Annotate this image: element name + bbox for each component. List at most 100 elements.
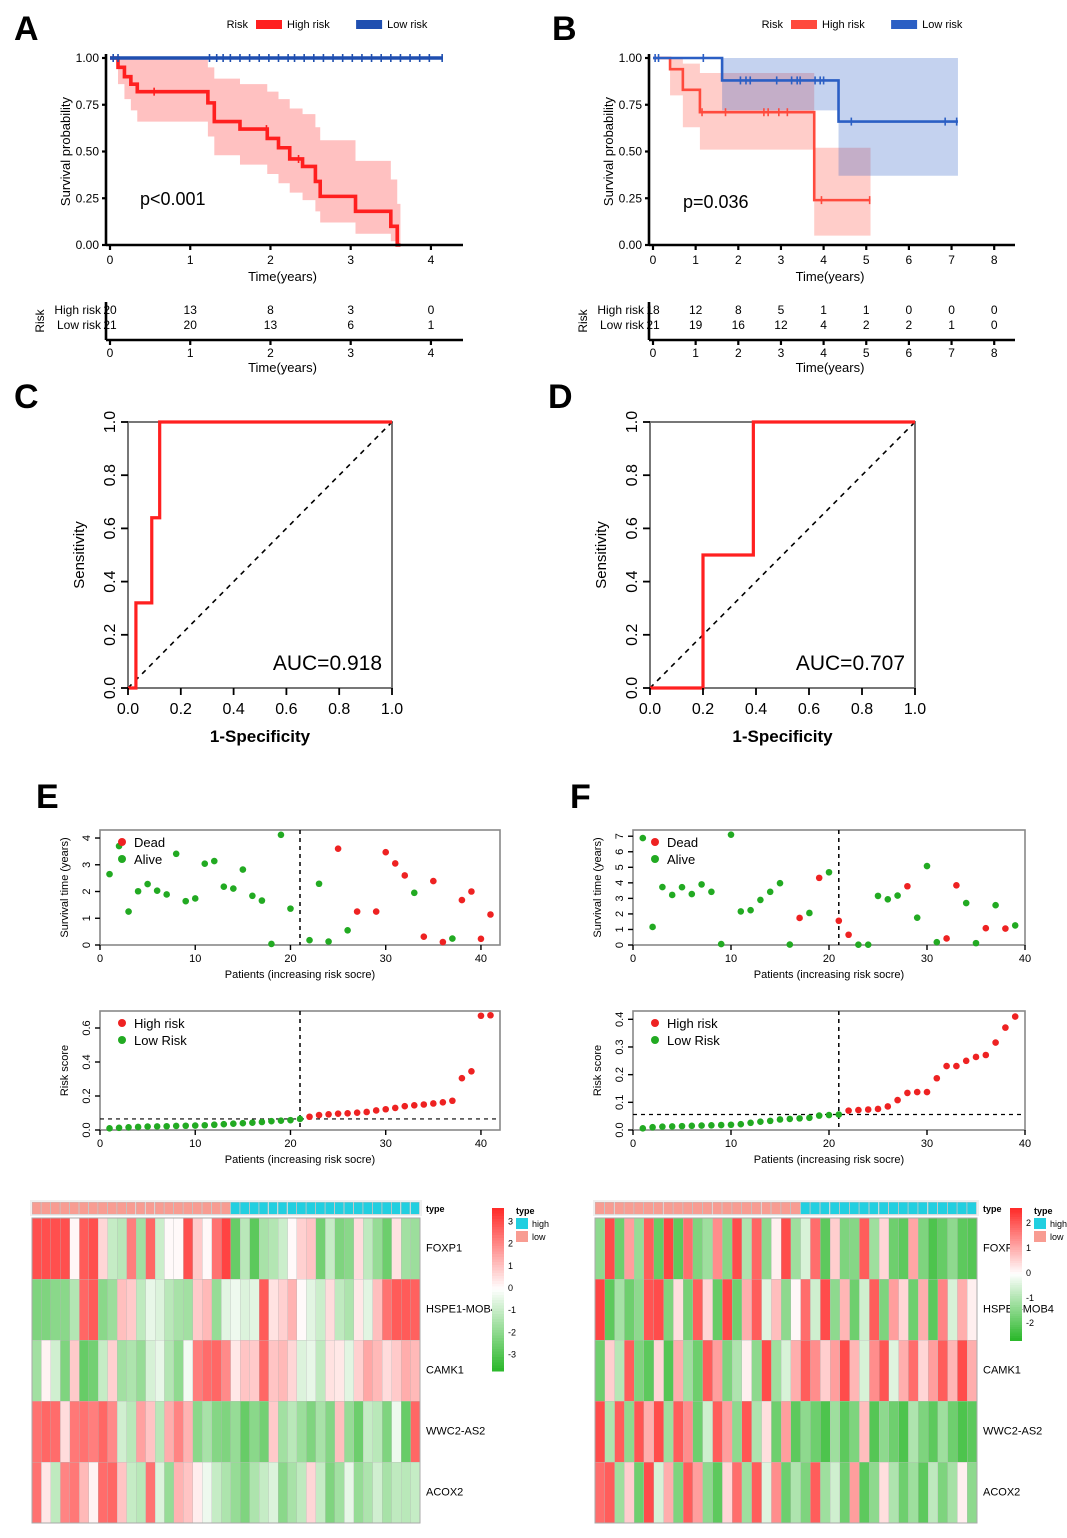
heatmap-colorbar-segment — [492, 1289, 504, 1293]
heatmap-cell — [604, 1339, 616, 1402]
scatter-legend-dot-0 — [118, 838, 126, 846]
heatmap-cell — [957, 1461, 968, 1524]
heatmap-colorbar-segment — [492, 1294, 504, 1299]
scatter-point-low-risk — [230, 1120, 237, 1128]
heatmap-cell — [277, 1217, 288, 1280]
heatmap-cell — [663, 1339, 674, 1402]
heatmap-cell — [400, 1278, 412, 1341]
heatmap-cell — [888, 1339, 900, 1402]
heatmap-colorbar-segment — [492, 1275, 504, 1280]
heatmap-gene-label: ACOX2 — [983, 1487, 1020, 1499]
heatmap-cell — [810, 1461, 821, 1524]
heatmap-cell — [712, 1217, 723, 1280]
scatter-legend-label-0: Dead — [134, 835, 165, 850]
heatmap-cell — [277, 1339, 288, 1402]
km-curve-high-risk — [653, 56, 871, 202]
heatmap-cell — [116, 1217, 128, 1280]
scatter-point-alive — [913, 914, 921, 921]
risk-table-count: 13 — [184, 303, 198, 317]
heatmap-cell — [50, 1461, 61, 1524]
heatmap-cell — [908, 1339, 919, 1402]
heatmap-cell — [135, 1278, 147, 1341]
heatmap-annotation-cell — [268, 1201, 278, 1215]
km-x-ticklabel: 2 — [735, 253, 742, 267]
heatmap-cell — [391, 1461, 402, 1524]
scatter-x-ticklabel: 30 — [380, 953, 392, 965]
heatmap-cell — [325, 1217, 336, 1280]
heatmap-cell — [957, 1339, 968, 1402]
heatmap-cell — [249, 1278, 260, 1341]
scatter-point-dead — [835, 917, 843, 925]
heatmap-cell — [268, 1217, 279, 1280]
risk-table-x-ticklabel: 5 — [863, 346, 870, 360]
heatmap-cell — [211, 1400, 222, 1463]
heatmap-colorbar-ticklabel: -3 — [508, 1350, 516, 1360]
km-legend-label-1: Low risk — [387, 19, 428, 31]
heatmap-colorbar-segment — [1010, 1298, 1022, 1302]
scatter-point-low-risk — [239, 1119, 247, 1127]
heatmap-cell — [751, 1339, 762, 1402]
heatmap-annotation-cell — [88, 1201, 98, 1215]
heatmap-cell — [722, 1278, 733, 1341]
heatmap-cell — [967, 1339, 978, 1402]
heatmap-cell — [277, 1461, 288, 1524]
heatmap-colorbar-segment — [492, 1308, 504, 1312]
heatmap-legend-label-high: high — [1050, 1219, 1067, 1229]
scatter-point-low-risk — [277, 1117, 285, 1124]
scatter-point-alive — [698, 881, 705, 888]
heatmap-cell — [287, 1217, 298, 1280]
heatmap-cell — [202, 1461, 213, 1524]
heatmap-cell — [878, 1461, 890, 1524]
heatmap-cell — [937, 1339, 949, 1402]
km-x-axis-label: Time(years) — [248, 269, 317, 284]
heatmap-annotation-cell — [771, 1201, 781, 1215]
heatmap-cell — [761, 1278, 772, 1341]
heatmap-colorbar-segment — [1010, 1331, 1022, 1335]
scatter-point-low-risk — [786, 1115, 794, 1123]
heatmap-cell — [88, 1217, 99, 1280]
heatmap-cell — [810, 1400, 821, 1463]
heatmap-colorbar-segment — [1010, 1219, 1022, 1222]
scatter-y-ticklabel: 0.4 — [81, 1054, 93, 1069]
scatter-point-alive — [144, 880, 151, 888]
scatter-point-high-risk — [1002, 1024, 1009, 1031]
heatmap-cell — [673, 1339, 684, 1402]
heatmap-cell — [918, 1278, 929, 1341]
heatmap-cell — [400, 1339, 412, 1402]
heatmap-cell — [761, 1400, 772, 1463]
risk-table-row-label: High risk — [54, 303, 102, 317]
heatmap-cell — [126, 1339, 137, 1402]
heatmap-grid-frame — [31, 1217, 421, 1524]
heatmap-colorbar-segment — [1010, 1302, 1022, 1306]
heatmap-annotation-cell — [372, 1201, 382, 1215]
heatmap-cell — [164, 1400, 175, 1463]
heatmap-cell — [634, 1278, 645, 1341]
km-y-ticklabel: 0.75 — [619, 98, 643, 112]
heatmap-cell — [829, 1400, 841, 1463]
scatter-point-dead — [439, 938, 447, 946]
heatmap-cell — [722, 1400, 733, 1463]
heatmap-colorbar-segment — [492, 1332, 504, 1337]
heatmap-cell — [41, 1278, 52, 1341]
heatmap-annotation-cell — [663, 1201, 673, 1215]
scatter-point-alive — [717, 940, 725, 948]
heatmap-colorbar-segment — [1010, 1210, 1022, 1214]
scatter-point-low-risk — [125, 1123, 132, 1131]
heatmap-cell — [211, 1461, 222, 1524]
heatmap-annotation-cell — [221, 1201, 231, 1215]
heatmap-gene-label: WWC2-AS2 — [983, 1426, 1042, 1438]
heatmap-cell — [192, 1400, 203, 1463]
heatmap-annotation-cell — [41, 1201, 51, 1215]
scatter-point-dead — [334, 845, 342, 853]
heatmap-cell — [372, 1339, 383, 1402]
heatmap-cell — [202, 1400, 213, 1463]
heatmap-cell — [771, 1400, 782, 1463]
km-x-ticklabel: 3 — [347, 253, 354, 267]
heatmap-cell — [849, 1217, 860, 1280]
heatmap-colorbar-segment — [1010, 1263, 1022, 1267]
heatmap-cell — [780, 1400, 792, 1463]
scatter-point-high-risk — [363, 1108, 370, 1116]
heatmap-cell — [400, 1461, 412, 1524]
heatmap-annotation-cell — [98, 1201, 108, 1215]
heatmap-colorbar-segment — [1010, 1278, 1022, 1282]
